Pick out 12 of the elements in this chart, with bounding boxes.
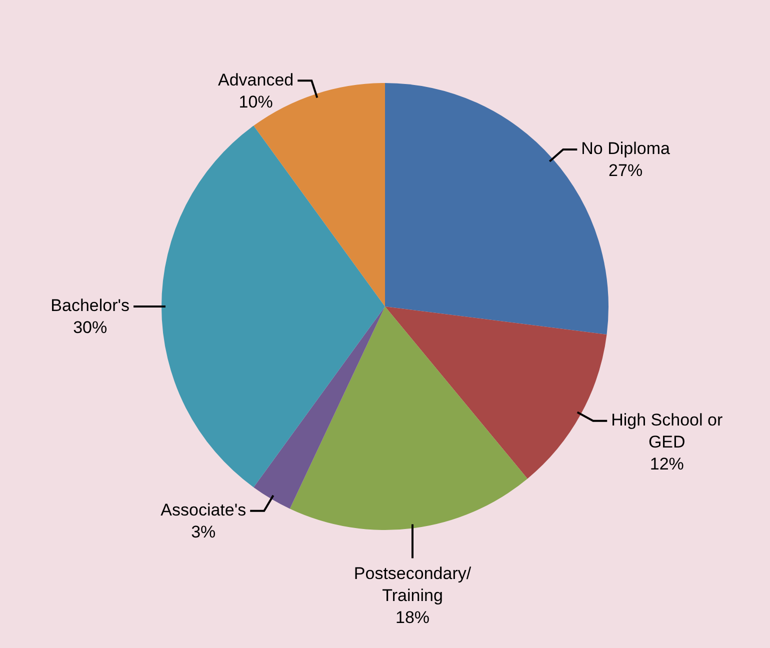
slice-label: Bachelor's bbox=[50, 296, 130, 316]
data-label: 3% bbox=[191, 522, 216, 542]
slice-label: High School or GED bbox=[611, 410, 723, 452]
data-label: 30% bbox=[73, 318, 108, 338]
data-label: 12% bbox=[650, 454, 684, 474]
slice-label: Postsecondary/Training bbox=[354, 564, 472, 605]
slice-label: Advanced bbox=[218, 70, 294, 90]
slice-label: Associate's bbox=[160, 500, 246, 520]
slice-label: No Diploma bbox=[581, 139, 671, 158]
data-label: 18% bbox=[395, 608, 430, 627]
data-label: 10% bbox=[238, 92, 273, 112]
data-label: 27% bbox=[608, 161, 643, 180]
